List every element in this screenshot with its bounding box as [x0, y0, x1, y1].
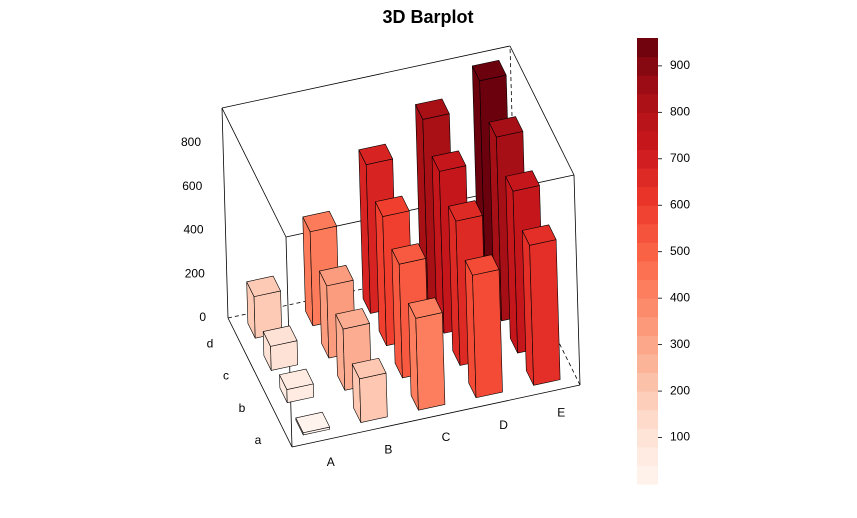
- colorbar-tick-label: 800: [670, 105, 690, 119]
- bar-top: [262, 325, 298, 347]
- colorbar-step: [637, 391, 658, 411]
- bar-top: [488, 116, 524, 138]
- bar-front: [415, 312, 446, 411]
- colorbar-step: [637, 298, 658, 318]
- colorbar-step: [637, 409, 658, 429]
- colorbar-tick-label: 300: [670, 337, 690, 351]
- colorbar-tick-label: 600: [670, 197, 690, 211]
- bar: [408, 297, 446, 411]
- bar-top: [391, 243, 426, 265]
- bar-top: [472, 59, 507, 82]
- colorbar-step: [637, 112, 658, 132]
- colorbar-tick-label: 100: [670, 430, 690, 444]
- z-tick-label: 0: [199, 310, 206, 324]
- bar-top: [431, 150, 467, 172]
- bar: [246, 275, 283, 339]
- box-edge: [573, 174, 581, 386]
- bar-top: [408, 297, 443, 319]
- colorbar-step: [637, 335, 658, 355]
- colorbar-tick-label: 700: [670, 151, 690, 165]
- bar-top: [302, 210, 337, 233]
- bar-top: [279, 368, 314, 390]
- bar: [464, 254, 503, 399]
- colorbar-step: [637, 261, 658, 281]
- colorbar-step: [637, 186, 658, 206]
- bar-front: [529, 239, 561, 386]
- bar-top: [335, 308, 370, 330]
- z-tick-label: 200: [185, 266, 205, 280]
- colorbar-step: [637, 56, 658, 76]
- x-tick-label: C: [442, 430, 451, 444]
- colorbar-step: [637, 93, 658, 113]
- colorbar-step: [637, 168, 658, 188]
- bar: [521, 224, 561, 386]
- x-tick-label: E: [557, 405, 565, 419]
- box-edge: [509, 45, 575, 176]
- x-tick-label: D: [499, 418, 508, 432]
- z-tick-label: 600: [182, 179, 202, 193]
- colorbar-step: [637, 223, 658, 243]
- y-tick-label: b: [239, 401, 246, 415]
- y-tick-label: a: [255, 433, 262, 447]
- colorbar-step: [637, 130, 658, 150]
- bar-front: [472, 269, 503, 399]
- bar-top: [521, 224, 557, 246]
- colorbar-step: [637, 372, 658, 392]
- bar-top: [415, 98, 450, 120]
- bar-top: [375, 195, 410, 217]
- colorbar-tick-label: 400: [670, 290, 690, 304]
- box-edge: [291, 384, 581, 448]
- bar: [295, 411, 331, 436]
- bar-top: [358, 143, 393, 165]
- bar-top: [351, 357, 387, 380]
- bar: [351, 357, 388, 423]
- colorbar-tick-label: 200: [670, 383, 690, 397]
- colorbar-step: [637, 316, 658, 336]
- z-tick-label: 800: [181, 135, 201, 149]
- colorbar-tick-label: 500: [670, 244, 690, 258]
- y-tick-label: c: [223, 369, 229, 383]
- bar-top: [464, 254, 500, 276]
- box-edge: [227, 317, 293, 448]
- colorbar-step: [637, 353, 658, 373]
- colorbar-step: [637, 149, 658, 169]
- bar: [262, 325, 299, 371]
- colorbar-step: [637, 205, 658, 225]
- box-edge: [221, 107, 229, 319]
- bar-top: [319, 265, 354, 287]
- x-tick-label: A: [327, 455, 335, 469]
- bar-top: [295, 411, 330, 434]
- colorbar-step: [637, 242, 658, 262]
- bar-top: [448, 200, 483, 222]
- box-edge: [221, 107, 287, 238]
- x-tick-label: B: [384, 443, 392, 457]
- z-tick-label: 400: [183, 223, 203, 237]
- colorbar-step: [637, 75, 658, 95]
- colorbar-step: [637, 428, 658, 448]
- bar-front: [359, 372, 388, 423]
- colorbar-step: [637, 279, 658, 299]
- box-edge: [221, 45, 511, 109]
- bar-top: [505, 170, 540, 192]
- y-tick-label: d: [207, 336, 214, 350]
- colorbar-tick-label: 900: [670, 58, 690, 72]
- colorbar-step: [637, 465, 658, 485]
- bar-top: [246, 275, 281, 297]
- bar: [279, 368, 315, 403]
- chart-title: 3D Barplot: [382, 7, 473, 27]
- colorbar-step: [637, 446, 658, 466]
- colorbar-step: [637, 38, 658, 58]
